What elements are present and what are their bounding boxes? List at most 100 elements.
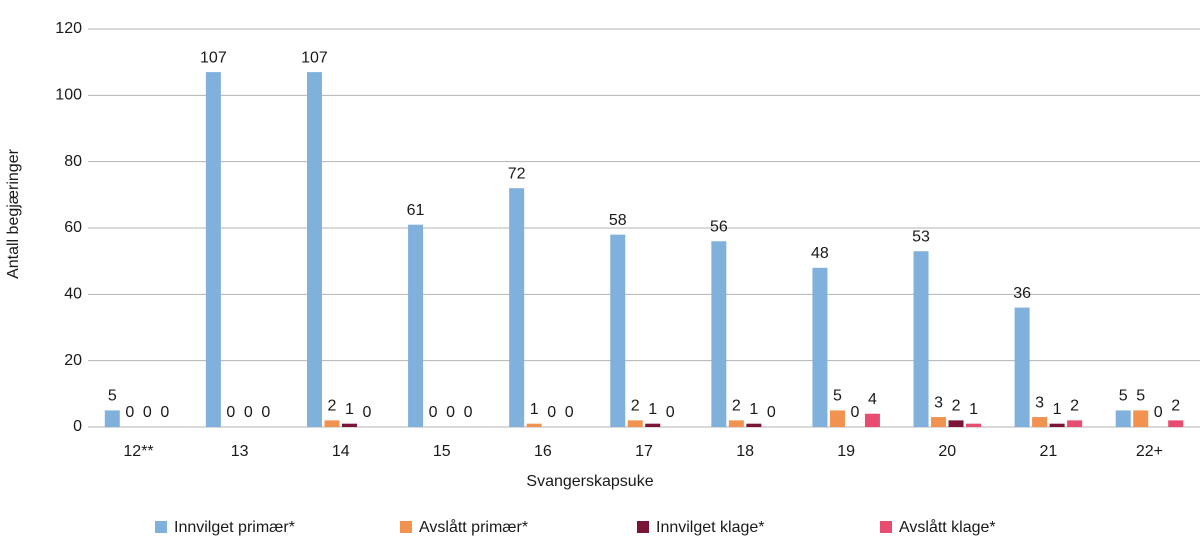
data-label: 2 <box>1171 398 1180 415</box>
data-label: 3 <box>934 394 943 411</box>
data-label: 2 <box>631 398 640 415</box>
data-label: 5 <box>833 388 842 405</box>
bar <box>408 224 424 427</box>
data-label: 1 <box>969 401 978 418</box>
y-tick-label: 120 <box>55 20 82 37</box>
data-label: 56 <box>710 218 728 235</box>
legend-swatch <box>637 521 649 533</box>
legend-label: Avslått primær* <box>419 518 528 536</box>
data-label: 0 <box>565 404 574 421</box>
data-label: 107 <box>301 49 328 66</box>
bar <box>864 413 880 427</box>
bar <box>1049 423 1065 427</box>
x-tick-label: 14 <box>332 443 350 460</box>
bar <box>610 234 626 427</box>
data-label: 0 <box>666 404 675 421</box>
data-label: 0 <box>363 404 372 421</box>
bar <box>104 410 120 427</box>
legend-swatch <box>155 521 167 533</box>
y-tick-label: 40 <box>64 286 82 303</box>
data-label: 0 <box>244 404 253 421</box>
data-label: 1 <box>749 401 758 418</box>
bar <box>1115 410 1131 427</box>
data-label: 36 <box>1013 285 1031 302</box>
data-label: 61 <box>407 202 425 219</box>
bar <box>1067 420 1083 427</box>
bar <box>746 423 762 427</box>
data-label: 2 <box>952 398 961 415</box>
x-tick-label: 20 <box>938 443 956 460</box>
bar <box>205 72 221 427</box>
data-label: 1 <box>345 401 354 418</box>
bar <box>645 423 661 427</box>
data-label: 0 <box>850 404 859 421</box>
data-label: 5 <box>1136 388 1145 405</box>
data-label: 58 <box>609 212 627 229</box>
bar <box>1133 410 1149 427</box>
data-label: 2 <box>732 398 741 415</box>
data-label: 0 <box>226 404 235 421</box>
data-label: 2 <box>328 398 337 415</box>
y-tick-label: 20 <box>64 352 82 369</box>
data-label: 0 <box>547 404 556 421</box>
x-axis-label: Svangerskapsuke <box>526 473 653 490</box>
y-tick-label: 80 <box>64 153 82 170</box>
data-label: 0 <box>261 404 270 421</box>
x-tick-label: 13 <box>231 443 249 460</box>
bar <box>931 417 947 427</box>
data-label: 3 <box>1035 394 1044 411</box>
y-tick-label: 100 <box>55 87 82 104</box>
x-tick-label: 17 <box>635 443 653 460</box>
legend-swatch <box>880 521 892 533</box>
x-tick-label: 21 <box>1039 443 1057 460</box>
bar <box>1014 307 1030 427</box>
data-label: 0 <box>767 404 776 421</box>
data-label: 0 <box>1154 404 1163 421</box>
bar <box>526 423 542 427</box>
legend-label: Innvilget klage* <box>656 519 765 536</box>
x-tick-label: 15 <box>433 443 451 460</box>
y-axis-label: Antall begjæringer <box>5 148 22 279</box>
bar <box>1168 420 1184 427</box>
bar <box>913 251 929 427</box>
y-tick-label: 0 <box>73 418 82 435</box>
data-label: 5 <box>1119 388 1128 405</box>
data-label: 2 <box>1070 398 1079 415</box>
data-label: 0 <box>429 404 438 421</box>
x-tick-label: 16 <box>534 443 552 460</box>
data-label: 0 <box>160 404 169 421</box>
bar <box>1032 417 1048 427</box>
x-tick-label: 18 <box>736 443 754 460</box>
data-label: 0 <box>464 404 473 421</box>
bar <box>306 72 322 427</box>
bar <box>509 188 525 427</box>
data-label: 5 <box>108 388 117 405</box>
bar <box>728 420 744 427</box>
data-label: 53 <box>912 228 930 245</box>
data-label: 1 <box>530 401 539 418</box>
data-label: 72 <box>508 165 526 182</box>
legend-swatch <box>400 521 412 533</box>
y-tick-label: 60 <box>64 219 82 236</box>
data-label: 0 <box>143 404 152 421</box>
x-tick-label: 22+ <box>1136 443 1163 460</box>
bar <box>966 423 982 427</box>
x-tick-label: 12** <box>123 443 153 460</box>
bar <box>812 267 828 427</box>
bar <box>324 420 340 427</box>
data-label: 0 <box>446 404 455 421</box>
data-label: 0 <box>125 404 134 421</box>
x-tick-label: 19 <box>837 443 855 460</box>
legend-label: Avslått klage* <box>899 518 996 536</box>
bar <box>627 420 643 427</box>
data-label: 4 <box>868 391 877 408</box>
data-label: 48 <box>811 245 829 262</box>
bar <box>341 423 357 427</box>
bar <box>711 241 727 427</box>
data-label: 1 <box>648 401 657 418</box>
bar <box>829 410 845 427</box>
legend-label: Innvilget primær* <box>174 519 295 536</box>
data-label: 1 <box>1053 401 1062 418</box>
data-label: 107 <box>200 49 227 66</box>
